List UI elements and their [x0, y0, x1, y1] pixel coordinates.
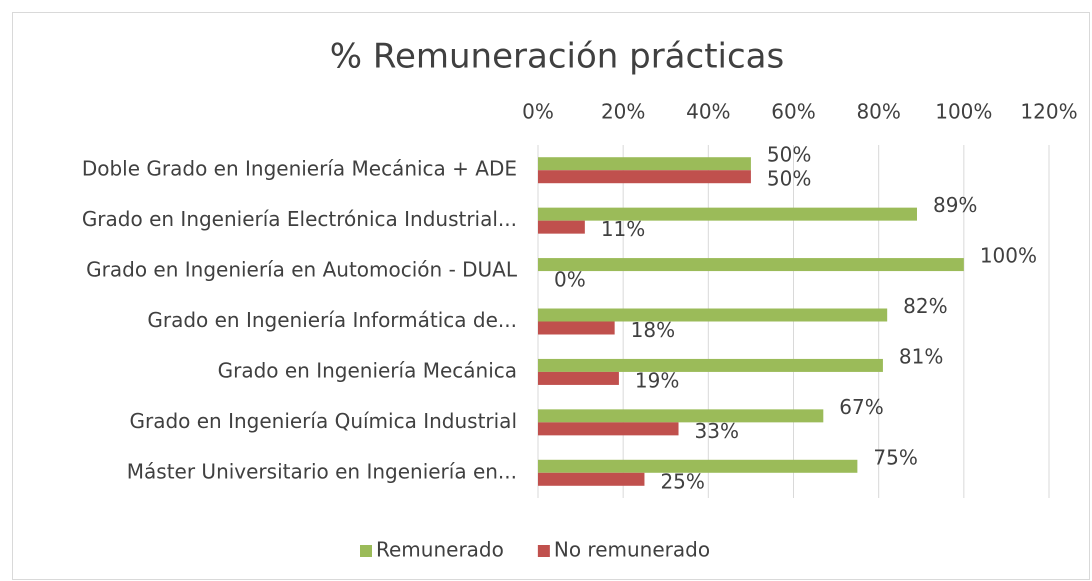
- y-tick-label: Máster Universitario en Ingeniería en...: [127, 459, 517, 483]
- y-tick-label: Grado en Ingeniería Mecánica: [218, 358, 517, 382]
- y-tick-label: Grado en Ingeniería en Automoción - DUAL: [86, 258, 518, 282]
- data-label: 82%: [903, 294, 947, 318]
- data-label: 67%: [839, 395, 883, 419]
- bar: [538, 409, 824, 423]
- y-tick-label: Grado en Ingeniería Química Industrial: [129, 409, 517, 433]
- bar: [538, 258, 964, 272]
- x-tick-label: 100%: [935, 100, 992, 124]
- data-label: 89%: [933, 193, 977, 217]
- x-tick-label: 120%: [1020, 100, 1077, 124]
- bar: [538, 170, 751, 184]
- x-tick-label: 80%: [856, 100, 900, 124]
- data-label: 50%: [767, 143, 811, 167]
- x-tick-label: 60%: [771, 100, 815, 124]
- legend-label: Remunerado: [376, 538, 504, 562]
- bar: [538, 157, 751, 171]
- bar: [538, 308, 888, 322]
- legend-swatch: [360, 545, 372, 557]
- bar: [538, 422, 679, 436]
- data-label: 81%: [899, 344, 943, 368]
- chart-title: % Remuneración prácticas: [330, 37, 784, 77]
- x-tick-label: 20%: [601, 100, 645, 124]
- bar: [538, 371, 619, 385]
- data-label: 33%: [695, 419, 739, 443]
- bar: [538, 321, 615, 335]
- data-label: 100%: [980, 244, 1037, 268]
- y-tick-label: Grado en Ingeniería Electrónica Industri…: [82, 207, 517, 231]
- data-label: 50%: [767, 167, 811, 191]
- data-label: 75%: [873, 445, 917, 469]
- bar: [538, 459, 858, 473]
- bar: [538, 207, 917, 221]
- bar: [538, 472, 645, 486]
- x-tick-label: 40%: [686, 100, 730, 124]
- y-tick-label: Doble Grado en Ingeniería Mecánica + ADE: [82, 157, 517, 181]
- data-label: 25%: [660, 469, 704, 493]
- legend-swatch: [537, 545, 550, 557]
- data-label: 0%: [554, 268, 586, 292]
- data-label: 11%: [601, 217, 645, 241]
- bar: [538, 220, 585, 234]
- legend-label: No remunerado: [554, 538, 710, 562]
- y-tick-label: Grado en Ingeniería Informática de...: [147, 308, 517, 332]
- data-label: 18%: [631, 318, 675, 342]
- bar: [538, 358, 883, 372]
- data-label: 19%: [635, 368, 679, 392]
- x-tick-label: 0%: [522, 100, 554, 124]
